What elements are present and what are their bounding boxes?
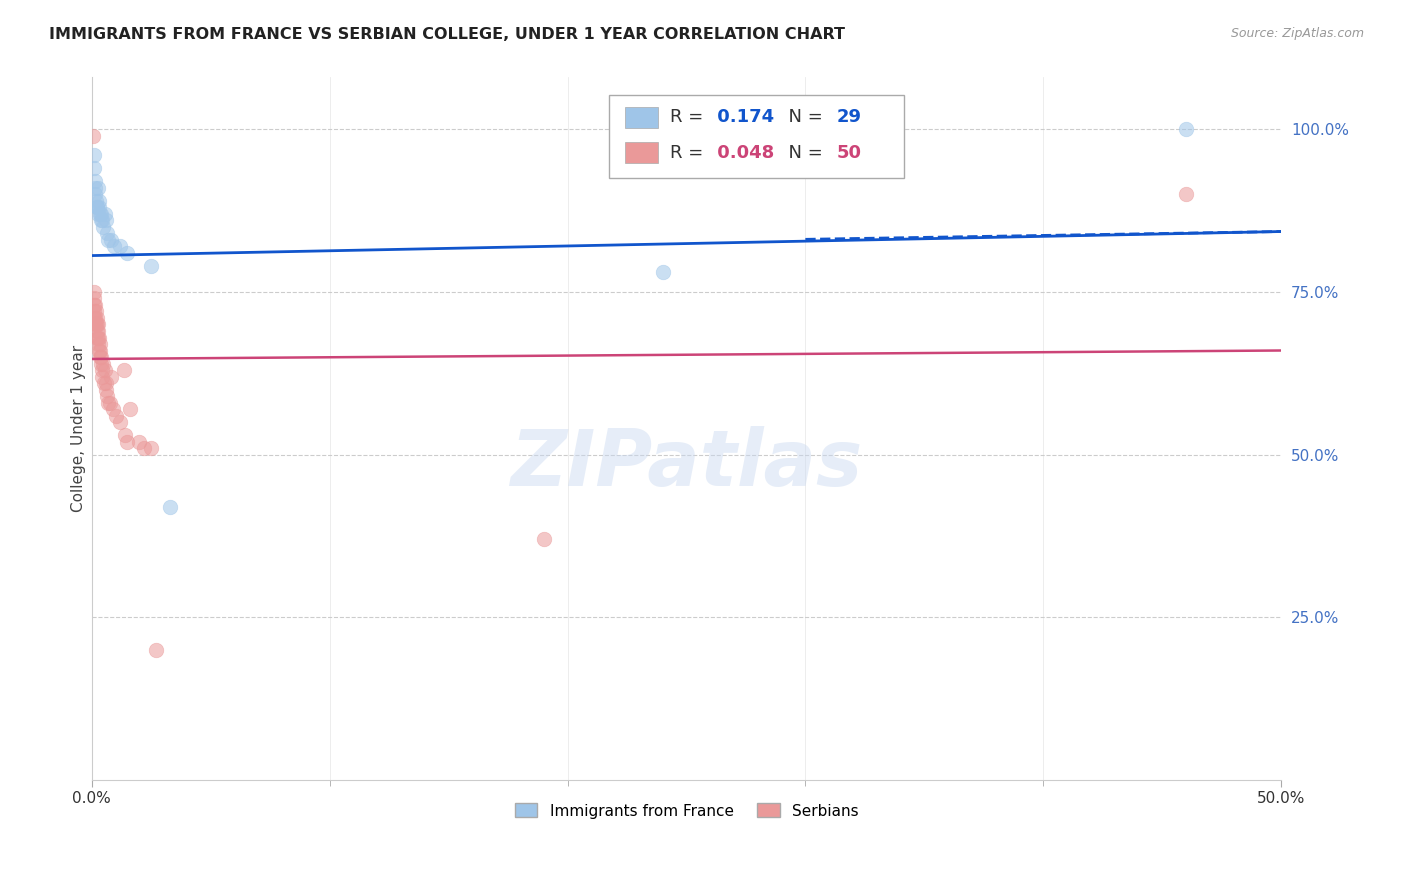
Point (83, 318, 105, 332)
Point (86, 330, 108, 344)
Point (134, 441, 156, 455)
Point (86, 201, 108, 215)
Point (86, 324, 108, 338)
Point (89, 337, 111, 351)
Point (651, 265, 673, 279)
Point (87, 201, 110, 215)
Point (90, 357, 112, 371)
Text: IMMIGRANTS FROM FRANCE VS SERBIAN COLLEGE, UNDER 1 YEAR CORRELATION CHART: IMMIGRANTS FROM FRANCE VS SERBIAN COLLEG… (49, 27, 845, 42)
Point (87, 330, 110, 344)
Point (87, 318, 110, 332)
Text: 29: 29 (837, 109, 862, 127)
Point (100, 233, 122, 247)
Point (90, 213, 112, 227)
Point (84, 310, 107, 325)
Point (91, 219, 114, 234)
Point (91, 369, 114, 384)
Text: R =: R = (669, 144, 709, 161)
Point (96, 389, 118, 403)
Point (84, 298, 107, 312)
Text: N =: N = (778, 144, 828, 161)
Point (141, 259, 163, 273)
Point (87, 181, 110, 195)
Point (86, 201, 108, 215)
Point (94, 207, 117, 221)
Point (89, 194, 111, 208)
Legend: Immigrants from France, Serbians: Immigrants from France, Serbians (509, 797, 865, 824)
Point (141, 441, 163, 455)
Point (87, 324, 110, 338)
Point (100, 369, 122, 384)
FancyBboxPatch shape (609, 95, 904, 178)
Point (87, 330, 110, 344)
Point (89, 343, 111, 358)
Point (103, 239, 125, 253)
Point (82, 128, 104, 143)
Point (83, 310, 105, 325)
Point (86, 318, 108, 332)
Point (1174, 187, 1197, 202)
Point (90, 350, 112, 364)
Point (98, 395, 121, 409)
Point (159, 500, 181, 514)
Text: R =: R = (669, 109, 709, 127)
Point (118, 402, 141, 417)
Point (145, 642, 167, 657)
Text: N =: N = (778, 109, 828, 127)
Point (128, 434, 150, 449)
Point (97, 395, 120, 409)
Point (94, 383, 117, 397)
Point (89, 207, 111, 221)
Y-axis label: College, Under 1 year: College, Under 1 year (72, 345, 86, 512)
Point (83, 298, 105, 312)
Point (84, 318, 107, 332)
Point (83, 285, 105, 299)
Point (110, 415, 132, 429)
Point (87, 343, 110, 358)
Point (91, 213, 114, 227)
Point (94, 213, 117, 227)
Point (83, 181, 105, 195)
Point (533, 532, 555, 546)
Text: 0.174: 0.174 (711, 109, 775, 127)
Point (112, 363, 135, 377)
Point (104, 409, 127, 423)
Point (110, 239, 132, 253)
Text: ZIPatlas: ZIPatlas (510, 425, 862, 501)
Point (84, 187, 107, 202)
Point (84, 174, 107, 188)
FancyBboxPatch shape (624, 142, 658, 163)
Point (117, 434, 139, 449)
Point (83, 148, 105, 162)
Point (87, 337, 110, 351)
Point (84, 194, 107, 208)
FancyBboxPatch shape (624, 107, 658, 128)
Point (93, 376, 115, 390)
Point (103, 402, 125, 417)
Point (84, 304, 107, 318)
Point (83, 161, 105, 176)
Point (114, 428, 136, 442)
Point (90, 363, 112, 377)
Text: 50: 50 (837, 144, 862, 161)
Point (83, 304, 105, 318)
Point (90, 207, 112, 221)
Point (1174, 122, 1197, 136)
Point (97, 233, 120, 247)
Point (94, 363, 117, 377)
Point (117, 246, 139, 260)
Point (96, 227, 118, 241)
Text: Source: ZipAtlas.com: Source: ZipAtlas.com (1230, 27, 1364, 40)
Text: 0.048: 0.048 (711, 144, 775, 161)
Point (89, 350, 111, 364)
Point (94, 376, 117, 390)
Point (86, 310, 108, 325)
Point (91, 357, 114, 371)
Point (83, 292, 105, 306)
Point (87, 207, 110, 221)
